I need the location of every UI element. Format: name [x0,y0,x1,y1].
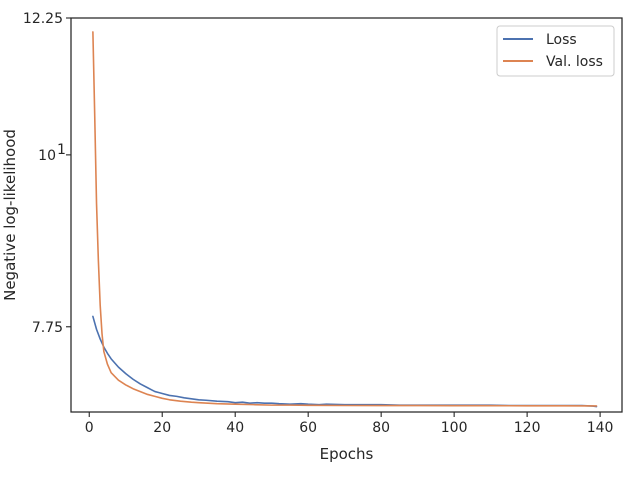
x-tick-label: 120 [514,420,541,436]
y-tick-label: 10 [38,148,56,164]
x-tick-label: 40 [226,420,244,436]
plot-marks [92,31,598,408]
legend-label-val-loss: Val. loss [546,54,603,70]
plot-frame [70,17,623,413]
x-axis-label: Epochs [320,445,374,463]
x-tick-label: 0 [85,420,94,436]
y-tick-label: 12.25 [23,11,63,27]
legend-label-loss: Loss [546,32,577,48]
x-tick-label: 80 [372,420,390,436]
x-tick-label: 60 [299,420,317,436]
legend: Loss Val. loss [496,25,615,77]
series-line-val-loss [92,31,598,407]
x-axis-ticks: 0 20 40 60 80 100 120 140 [85,412,614,436]
x-tick-label: 20 [153,420,171,436]
y-tick-exponent: 1 [57,142,66,158]
x-tick-label: 100 [441,420,468,436]
y-tick-label: 7.75 [32,320,63,336]
y-axis-ticks: 7.75 10 1 12.25 [23,11,71,336]
y-axis-label: Negative log-likelihood [1,129,19,301]
x-tick-label: 140 [587,420,614,436]
